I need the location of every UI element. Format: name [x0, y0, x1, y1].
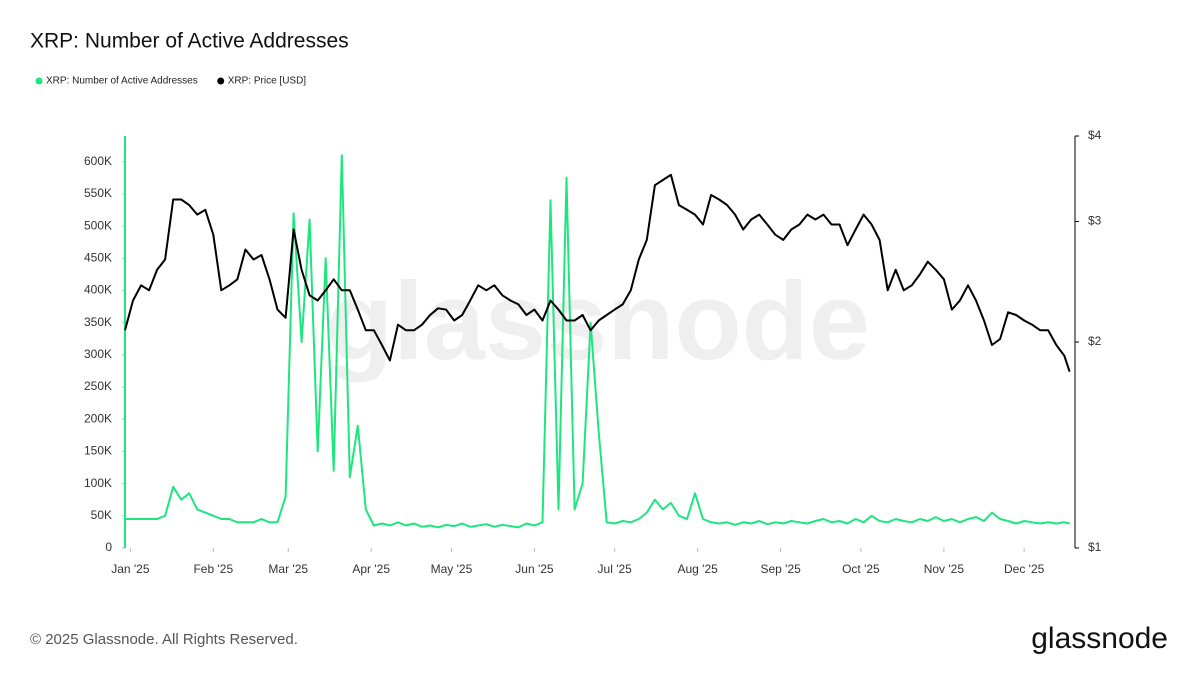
- y-tick-label: 300K: [84, 347, 112, 361]
- y-tick-label: 400K: [84, 283, 112, 297]
- x-tick-label: Oct '25: [842, 562, 880, 576]
- logo: glassnode: [1031, 622, 1168, 655]
- y2-tick-label: $2: [1088, 334, 1102, 348]
- legend-marker: [35, 77, 43, 85]
- x-tick-label: Sep '25: [760, 562, 801, 576]
- series-line: [125, 154, 1070, 529]
- y-tick-label: 450K: [84, 250, 112, 264]
- x-tick-label: Nov '25: [924, 562, 965, 576]
- copyright: © 2025 Glassnode. All Rights Reserved.: [30, 631, 298, 648]
- y-tick-label: 550K: [84, 186, 112, 200]
- y-tick-label: 150K: [84, 444, 112, 458]
- series-line: [124, 173, 1071, 373]
- legend-marker: [217, 77, 225, 85]
- y2-tick-label: $4: [1088, 128, 1102, 142]
- y2-tick-label: $3: [1088, 214, 1102, 228]
- y-tick-label: 0: [105, 540, 112, 554]
- x-tick-label: Apr '25: [352, 562, 390, 576]
- legend-label: XRP: Price [USD]: [228, 76, 307, 87]
- y2-tick-label: $1: [1088, 540, 1102, 554]
- y-tick-label: 50K: [91, 508, 112, 522]
- x-tick-label: Mar '25: [268, 562, 308, 576]
- y-tick-label: 600K: [84, 154, 112, 168]
- y-tick-label: 100K: [84, 476, 112, 490]
- x-tick-label: May '25: [431, 562, 473, 576]
- x-tick-label: Jun '25: [515, 562, 554, 576]
- legend-label: XRP: Number of Active Addresses: [46, 76, 198, 87]
- chart-title: XRP: Number of Active Addresses: [30, 30, 349, 53]
- y-tick-label: 200K: [84, 411, 112, 425]
- x-tick-label: Feb '25: [193, 562, 233, 576]
- x-tick-label: Aug '25: [678, 562, 719, 576]
- x-tick-label: Jul '25: [598, 562, 633, 576]
- y-tick-label: 500K: [84, 218, 112, 232]
- x-tick-label: Jan '25: [111, 562, 150, 576]
- x-tick-label: Dec '25: [1004, 562, 1045, 576]
- y-tick-label: 250K: [84, 379, 112, 393]
- y-tick-label: 350K: [84, 315, 112, 329]
